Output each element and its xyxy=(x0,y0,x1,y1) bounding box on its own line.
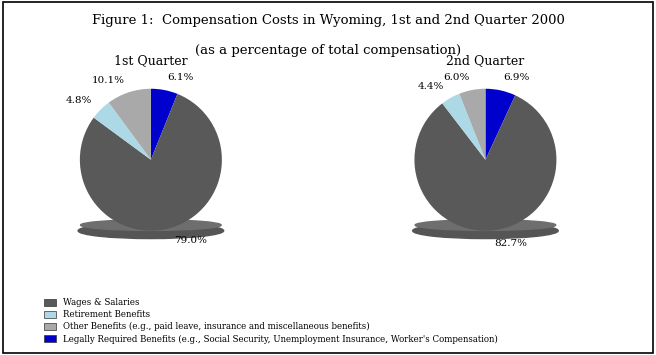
Wedge shape xyxy=(415,95,556,231)
Title: 1st Quarter: 1st Quarter xyxy=(114,54,188,67)
Text: 82.7%: 82.7% xyxy=(495,239,527,247)
Text: (as a percentage of total compensation): (as a percentage of total compensation) xyxy=(195,44,461,58)
Title: 2nd Quarter: 2nd Quarter xyxy=(446,54,525,67)
Ellipse shape xyxy=(78,223,224,239)
Wedge shape xyxy=(485,89,515,160)
Text: 6.0%: 6.0% xyxy=(443,73,470,82)
Text: 6.9%: 6.9% xyxy=(503,73,530,82)
Wedge shape xyxy=(459,89,485,160)
Ellipse shape xyxy=(413,223,558,239)
Wedge shape xyxy=(109,89,151,160)
Ellipse shape xyxy=(81,220,221,230)
Wedge shape xyxy=(94,103,151,160)
Text: 4.4%: 4.4% xyxy=(418,82,444,91)
Text: 10.1%: 10.1% xyxy=(92,76,125,84)
Text: 4.8%: 4.8% xyxy=(65,96,92,105)
Wedge shape xyxy=(80,94,222,231)
Wedge shape xyxy=(151,89,177,160)
Text: 79.0%: 79.0% xyxy=(174,236,207,245)
Text: Figure 1:  Compensation Costs in Wyoming, 1st and 2nd Quarter 2000: Figure 1: Compensation Costs in Wyoming,… xyxy=(92,14,564,27)
Legend: Wages & Salaries, Retirement Benefits, Other Benefits (e.g., paid leave, insuran: Wages & Salaries, Retirement Benefits, O… xyxy=(44,298,497,344)
Wedge shape xyxy=(442,94,485,160)
Text: 6.1%: 6.1% xyxy=(167,73,194,82)
Ellipse shape xyxy=(415,220,556,230)
